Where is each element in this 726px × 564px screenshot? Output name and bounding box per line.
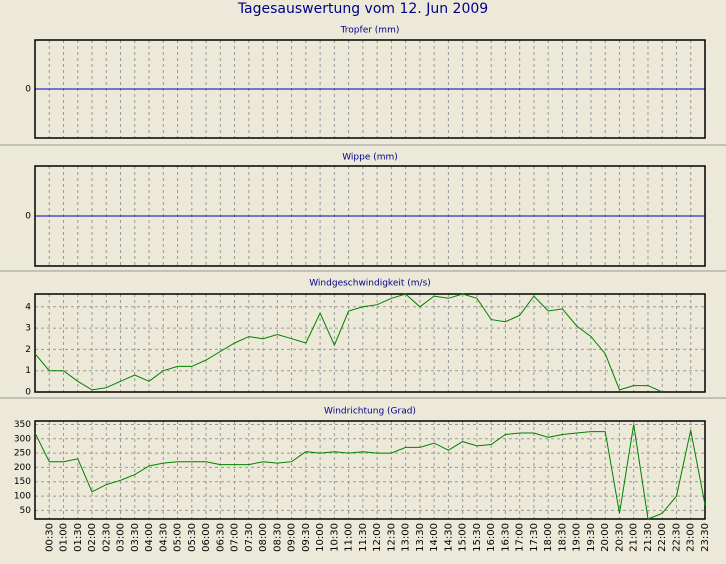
x-tick-label: 00:30: [44, 523, 55, 552]
x-tick-label: 04:00: [144, 523, 155, 552]
y-tick-label: 0: [25, 388, 31, 398]
x-tick-label: 11:30: [358, 523, 369, 552]
y-tick-label: 150: [14, 477, 31, 487]
x-tick-label: 21:30: [643, 523, 654, 552]
x-tick-label: 09:30: [301, 523, 312, 552]
y-tick-label: 300: [14, 434, 31, 444]
y-tick-label: 3: [25, 324, 31, 334]
x-tick-label: 05:30: [187, 523, 198, 552]
plot-frame: [34, 39, 706, 139]
main-title: Tagesauswertung vom 12. Jun 2009: [237, 1, 488, 17]
x-tick-label: 13:30: [415, 523, 426, 552]
x-tick-label: 20:30: [614, 523, 625, 552]
x-tick-label: 13:00: [401, 523, 412, 552]
x-tick-label: 16:00: [486, 523, 497, 552]
y-tick-label: 350: [14, 420, 31, 430]
x-tick-label: 18:30: [557, 523, 568, 552]
x-tick-label: 19:00: [572, 523, 583, 552]
y-tick-label: 2: [25, 345, 31, 355]
data-line: [34, 293, 663, 393]
x-tick-label: 03:30: [130, 523, 141, 552]
data-line: [34, 424, 706, 520]
plot-frame: [34, 293, 706, 393]
x-tick-label: 15:30: [472, 523, 483, 552]
x-tick-label: 17:30: [529, 523, 540, 552]
y-tick-label: 100: [14, 492, 31, 502]
y-tick-label: 200: [14, 463, 31, 473]
y-tick-label: 250: [14, 449, 31, 459]
x-tick-label: 16:30: [500, 523, 511, 552]
x-tick-label: 14:30: [443, 523, 454, 552]
x-tick-label: 10:00: [315, 523, 326, 552]
x-tick-label: 22:00: [657, 523, 668, 552]
y-tick-label: 0: [25, 212, 31, 222]
x-tick-label: 03:00: [116, 523, 127, 552]
x-tick-label: 22:30: [671, 523, 682, 552]
x-tick-label: 01:30: [73, 523, 84, 552]
panel-title: Tropfer (mm): [340, 26, 400, 36]
x-tick-label: 02:00: [87, 523, 98, 552]
panel-title: Windrichtung (Grad): [324, 407, 416, 417]
y-tick-label: 4: [25, 302, 31, 312]
y-tick-label: 0: [25, 85, 31, 95]
panel-title: Wippe (mm): [342, 153, 398, 163]
x-tick-label: 05:00: [173, 523, 184, 552]
x-tick-label: 14:00: [429, 523, 440, 552]
x-tick-label: 11:00: [344, 523, 355, 552]
x-tick-label: 15:00: [458, 523, 469, 552]
x-tick-label: 21:00: [629, 523, 640, 552]
x-tick-label: 06:30: [215, 523, 226, 552]
x-tick-label: 23:30: [700, 523, 711, 552]
x-tick-label: 07:00: [230, 523, 241, 552]
y-tick-label: 1: [25, 366, 31, 376]
x-tick-label: 12:00: [372, 523, 383, 552]
plot-frame: [34, 420, 706, 520]
x-tick-label: 18:00: [543, 523, 554, 552]
x-tick-label: 09:00: [287, 523, 298, 552]
panel-title: Windgeschwindigkeit (m/s): [309, 279, 431, 289]
x-tick-label: 08:30: [272, 523, 283, 552]
x-tick-label: 06:00: [201, 523, 212, 552]
x-tick-label: 12:30: [386, 523, 397, 552]
x-tick-label: 19:30: [586, 523, 597, 552]
x-tick-label: 04:30: [158, 523, 169, 552]
x-tick-label: 17:00: [515, 523, 526, 552]
x-tick-label: 01:00: [59, 523, 70, 552]
x-tick-label: 23:00: [686, 523, 697, 552]
x-tick-label: 10:30: [329, 523, 340, 552]
x-tick-label: 20:00: [600, 523, 611, 552]
x-tick-label: 08:00: [258, 523, 269, 552]
plot-frame: [34, 165, 706, 267]
x-tick-label: 07:30: [244, 523, 255, 552]
y-tick-label: 50: [20, 506, 32, 516]
x-tick-label: 02:30: [101, 523, 112, 552]
